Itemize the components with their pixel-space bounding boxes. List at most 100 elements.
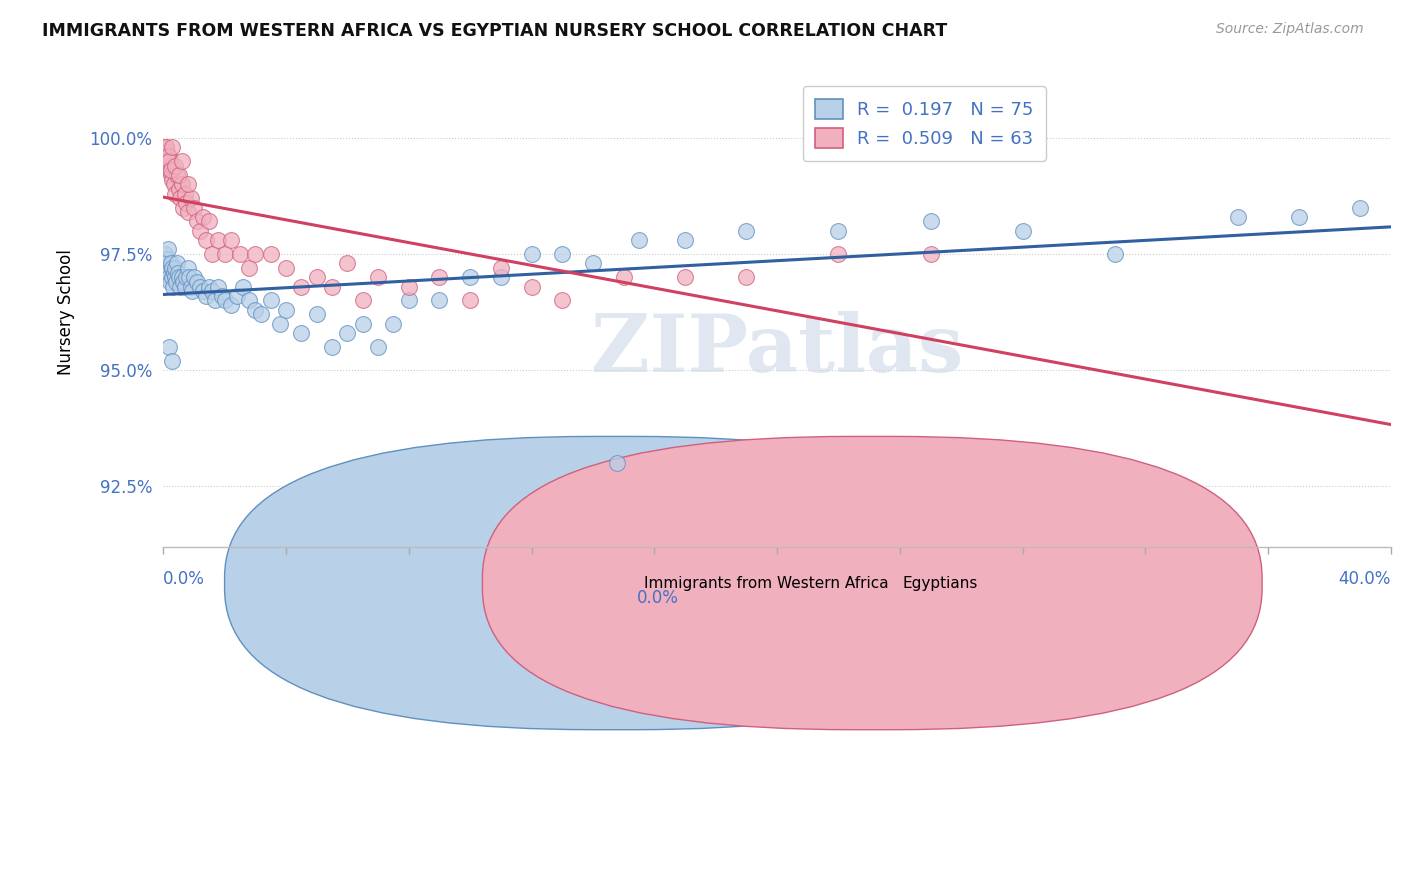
Text: ZIPatlas: ZIPatlas [591, 310, 963, 389]
Text: 40.0%: 40.0% [1339, 570, 1391, 588]
Point [1288, 210, 1310, 224]
Point [232, 279, 254, 293]
Point [489, 260, 512, 275]
Point [167, 182, 190, 196]
Point [156, 145, 179, 159]
Point [827, 224, 849, 238]
Y-axis label: Nursery School: Nursery School [58, 249, 75, 375]
Point [169, 279, 191, 293]
Point [259, 293, 281, 308]
Point [166, 168, 188, 182]
Point [170, 154, 193, 169]
Point [398, 293, 420, 308]
Point [195, 289, 218, 303]
Point [1348, 201, 1371, 215]
Point [163, 178, 186, 192]
Point [163, 270, 186, 285]
Point [167, 266, 190, 280]
Point [305, 270, 328, 285]
Point [827, 247, 849, 261]
Point [155, 140, 177, 154]
Point [195, 233, 218, 247]
Point [165, 275, 187, 289]
Point [169, 191, 191, 205]
Point [157, 149, 180, 163]
Point [627, 233, 650, 247]
Point [157, 270, 180, 285]
Point [214, 293, 236, 308]
Legend: R =  0.197   N = 75, R =  0.509   N = 63: R = 0.197 N = 75, R = 0.509 N = 63 [803, 87, 1046, 161]
Point [582, 256, 605, 270]
Point [214, 247, 236, 261]
Point [188, 279, 211, 293]
Point [155, 140, 177, 154]
Point [157, 266, 180, 280]
Point [153, 247, 176, 261]
Point [551, 247, 574, 261]
Point [673, 233, 696, 247]
Point [336, 326, 359, 340]
Point [170, 178, 193, 192]
Point [155, 260, 177, 275]
Point [367, 270, 389, 285]
Point [201, 284, 224, 298]
Point [1226, 210, 1249, 224]
Point [174, 270, 197, 285]
Point [156, 243, 179, 257]
Point [269, 317, 291, 331]
Point [458, 293, 481, 308]
Point [290, 326, 312, 340]
Point [160, 159, 183, 173]
Point [352, 317, 374, 331]
Point [735, 270, 758, 285]
Point [177, 178, 200, 192]
Point [167, 168, 190, 182]
Point [177, 205, 200, 219]
Point [1011, 224, 1033, 238]
Point [166, 256, 188, 270]
Point [229, 247, 252, 261]
Point [207, 233, 229, 247]
Point [181, 284, 204, 298]
Point [336, 256, 359, 270]
Point [157, 340, 180, 354]
Point [160, 163, 183, 178]
Point [188, 224, 211, 238]
Point [211, 289, 233, 303]
Point [489, 270, 512, 285]
Point [398, 279, 420, 293]
Point [174, 195, 197, 210]
Point [225, 289, 247, 303]
Point [180, 279, 202, 293]
Point [520, 247, 543, 261]
Point [274, 260, 297, 275]
Point [920, 247, 942, 261]
Point [165, 186, 187, 201]
Point [160, 260, 183, 275]
Point [162, 140, 184, 154]
Point [207, 279, 229, 293]
Point [186, 214, 208, 228]
Point [274, 302, 297, 317]
Point [259, 247, 281, 261]
Point [352, 293, 374, 308]
Point [162, 354, 184, 368]
Point [177, 260, 200, 275]
FancyBboxPatch shape [225, 436, 1004, 730]
Point [520, 279, 543, 293]
Point [170, 270, 193, 285]
Point [429, 293, 451, 308]
Point [162, 270, 184, 285]
Point [165, 260, 187, 275]
Point [219, 233, 242, 247]
Point [250, 307, 273, 321]
Point [186, 275, 208, 289]
Point [382, 317, 405, 331]
Point [155, 256, 177, 270]
Point [606, 456, 628, 470]
Text: IMMIGRANTS FROM WESTERN AFRICA VS EGYPTIAN NURSERY SCHOOL CORRELATION CHART: IMMIGRANTS FROM WESTERN AFRICA VS EGYPTI… [42, 22, 948, 40]
Text: 0.0%: 0.0% [637, 589, 679, 607]
Point [172, 275, 194, 289]
Point [321, 340, 343, 354]
Point [321, 279, 343, 293]
